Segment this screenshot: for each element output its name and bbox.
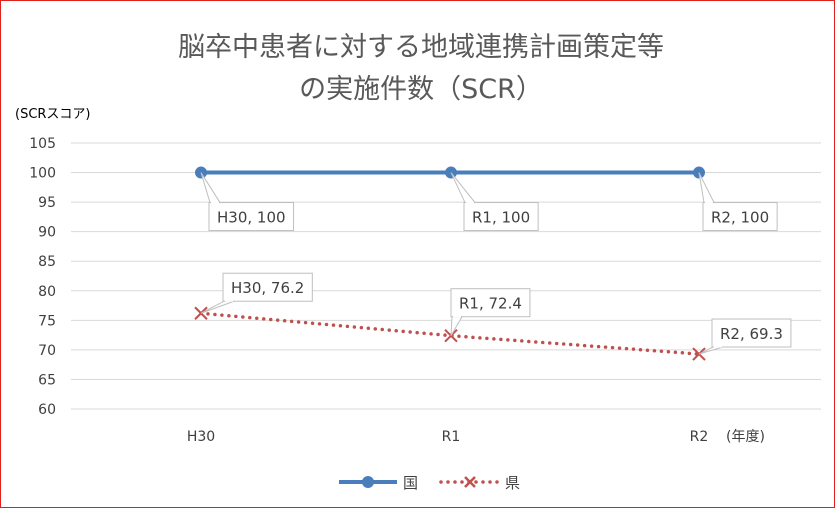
legend-label: 国 — [403, 474, 418, 492]
x-tick-labels: H30 R1 R2 — [187, 429, 708, 445]
y-tick-label: 90 — [38, 225, 56, 241]
y-tick-label: 95 — [38, 195, 56, 211]
data-label-text: R2, 69.3 — [720, 325, 783, 343]
legend-item-national: 国 — [339, 474, 418, 492]
series-group — [194, 166, 706, 361]
callout-box — [463, 202, 539, 232]
legend: 国県 — [339, 474, 520, 492]
legend-label: 県 — [505, 474, 520, 492]
callout-box — [450, 288, 531, 318]
chart-title: 脳卒中患者に対する地域連携計画策定等 の実施件数（SCR） — [178, 32, 664, 105]
y-tick-label: 60 — [38, 402, 56, 418]
callout-pointer — [200, 172, 221, 204]
y-tick-label: 105 — [29, 136, 56, 152]
chart-title-line-1: 脳卒中患者に対する地域連携計画策定等 — [178, 32, 664, 63]
y-axis-label: (SCRスコア) — [15, 107, 91, 122]
data-label-text: H30, 76.2 — [231, 279, 304, 297]
data-label: H30, 76.2 — [200, 272, 313, 314]
callout-box — [208, 202, 295, 232]
x-tick-label: R2 — [690, 429, 709, 445]
data-label: R1, 72.4 — [450, 288, 531, 336]
legend-marker — [362, 476, 374, 488]
y-tick-label: 75 — [38, 313, 56, 329]
callout-pointer — [698, 172, 715, 204]
data-label-text: H30, 100 — [217, 209, 286, 227]
callout-box — [702, 202, 778, 232]
data-label: H30, 100 — [200, 172, 295, 232]
y-tick-label: 65 — [38, 372, 56, 388]
data-label: R2, 69.3 — [698, 318, 792, 355]
y-tick-labels: 60 65 70 75 80 85 90 95 100 105 — [29, 136, 56, 418]
chart-title-line-2: の実施件数（SCR） — [299, 74, 543, 105]
data-label: R1, 100 — [450, 172, 539, 232]
data-label-text: R2, 100 — [711, 209, 769, 227]
x-tick-label: H30 — [187, 429, 215, 445]
callout-pointer — [450, 172, 477, 204]
x-axis-label: (年度) — [726, 429, 765, 445]
data-label: R2, 100 — [698, 172, 778, 232]
legend-marker — [464, 476, 476, 488]
data-label-text: R1, 72.4 — [459, 295, 522, 313]
callout-box — [222, 272, 313, 302]
callout-box — [711, 318, 792, 348]
data-label-text: R1, 100 — [472, 209, 530, 227]
y-tick-label: 100 — [29, 166, 56, 182]
data-labels: H30, 100 R1, 100 R2, 100 H30, 76.2 R1, 72.4 R… — [200, 172, 792, 355]
gridlines — [71, 142, 821, 410]
x-tick-label: R1 — [442, 429, 461, 445]
y-tick-label: 70 — [38, 343, 56, 359]
callout-pointer — [450, 316, 463, 336]
legend-item-prefecture: 県 — [439, 474, 520, 492]
y-tick-label: 80 — [38, 284, 56, 300]
y-tick-label: 85 — [38, 254, 56, 270]
